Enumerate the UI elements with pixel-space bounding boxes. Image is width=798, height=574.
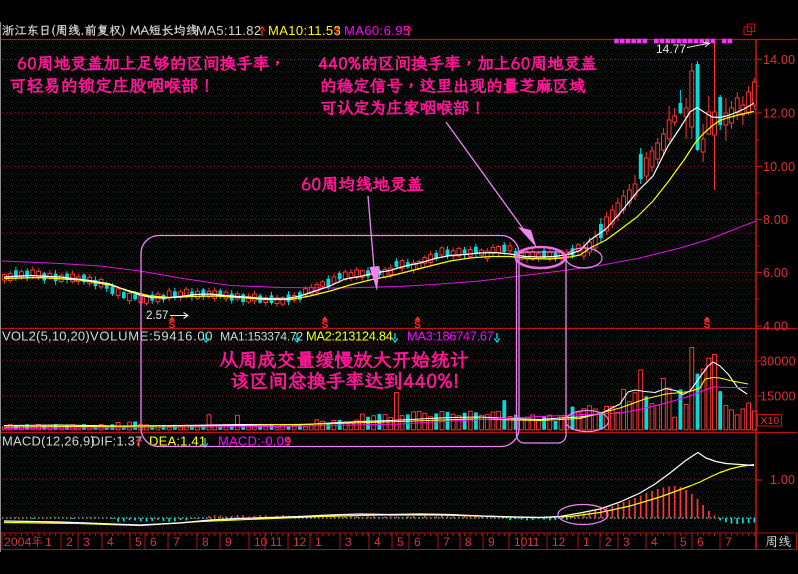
svg-text:1.00: 1.00 [770,473,795,487]
svg-text:VOL2(5,10,20): VOL2(5,10,20) [2,329,90,344]
svg-text:9: 9 [488,535,495,549]
svg-text:1: 1 [45,535,52,549]
svg-text:MACD(12,26,9): MACD(12,26,9) [2,434,95,449]
svg-text:8: 8 [202,535,209,549]
svg-text:S: S [322,320,329,331]
svg-text:2.57: 2.57 [146,310,168,322]
svg-text:4: 4 [651,535,658,549]
svg-text:30000: 30000 [760,355,796,369]
svg-text:1: 1 [315,535,322,549]
svg-text:X10: X10 [761,415,780,427]
svg-text:MA5:11.82: MA5:11.82 [196,23,262,38]
svg-text:14.00: 14.00 [763,53,795,67]
svg-text:7: 7 [443,535,450,549]
svg-text:MACD:-0.09: MACD:-0.09 [218,434,292,449]
svg-text:S: S [704,320,711,331]
svg-text:12: 12 [293,535,307,549]
svg-text:6: 6 [697,535,704,549]
svg-text:14.77: 14.77 [656,42,686,56]
svg-text:S: S [414,320,421,331]
svg-text:8.00: 8.00 [763,213,788,227]
svg-text:9: 9 [225,535,232,549]
svg-text:MA10:11.53: MA10:11.53 [268,23,341,38]
svg-text:MA2:213124.84: MA2:213124.84 [306,329,393,344]
svg-text:12: 12 [552,535,566,549]
svg-text:4: 4 [107,535,114,549]
svg-text:5: 5 [135,535,142,549]
svg-text:MA60:6.95: MA60:6.95 [344,23,410,38]
svg-text:6: 6 [414,535,421,549]
svg-text:15000: 15000 [760,390,796,404]
svg-text:6.00: 6.00 [763,266,788,280]
svg-text:4.00: 4.00 [763,320,788,334]
svg-text:DIF:1.37: DIF:1.37 [91,434,142,449]
svg-text:2: 2 [605,535,612,549]
svg-text:2: 2 [66,535,73,549]
svg-text:4: 4 [374,535,381,549]
svg-text:12.00: 12.00 [763,107,795,121]
svg-text:11: 11 [270,535,283,549]
svg-text:MA1:153374.72: MA1:153374.72 [220,330,303,344]
svg-text:11: 11 [527,535,540,549]
svg-text:10: 10 [514,535,528,549]
svg-text:3: 3 [345,535,352,549]
svg-text:3: 3 [83,535,90,549]
svg-text:7: 7 [725,535,732,549]
svg-text:1: 1 [583,535,590,549]
svg-text:5: 5 [397,535,404,549]
svg-text:6: 6 [150,535,157,549]
svg-text:DEA:1.41: DEA:1.41 [149,434,206,449]
svg-text:VOLUME:59416.00: VOLUME:59416.00 [90,329,213,344]
svg-text:S: S [169,320,176,331]
svg-text:10: 10 [254,535,268,549]
svg-text:10.00: 10.00 [763,160,795,174]
svg-text:7: 7 [173,535,180,549]
svg-text:3: 3 [623,535,630,549]
svg-text:8: 8 [465,535,472,549]
svg-text:2004: 2004 [4,535,32,549]
svg-text:5: 5 [680,535,687,549]
svg-text:MA3:186747.67: MA3:186747.67 [407,329,494,344]
